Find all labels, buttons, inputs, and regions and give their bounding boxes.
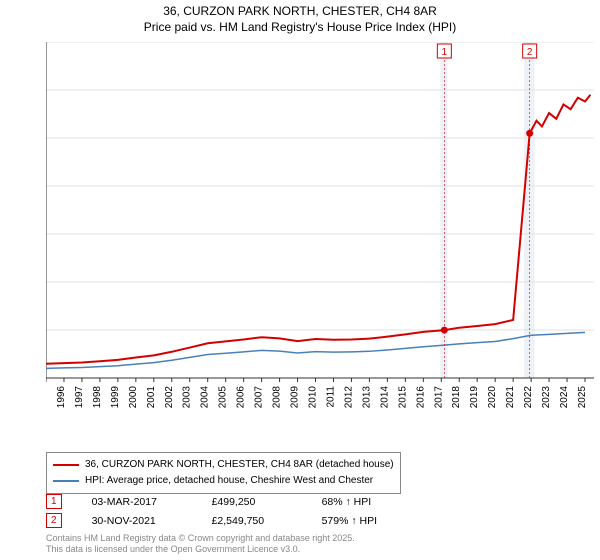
x-tick-label: 2022 [523,386,534,409]
series-price_paid [46,95,590,364]
marker-label: 2 [527,47,533,58]
sale-marker: 1 [46,494,62,509]
x-tick-label: 2017 [433,386,444,409]
chart-svg: £0£500K£1M£1.5M£2M£2.5M£3M£3.5M199519961… [46,42,594,422]
sale-row: 2 30-NOV-2021 £2,549,750 579% ↑ HPI [46,513,377,528]
x-tick-label: 2012 [343,386,354,409]
x-tick-label: 1996 [56,386,67,409]
sale-marker: 2 [46,513,62,528]
x-tick-label: 2013 [361,386,372,409]
sale-date: 03-MAR-2017 [92,496,182,508]
x-tick-label: 2008 [272,386,283,409]
x-tick-label: 1995 [46,386,49,409]
sale-hpi: 68% ↑ HPI [322,496,372,508]
title-line-2: Price paid vs. HM Land Registry's House … [0,20,600,36]
sale-price: £499,250 [212,496,292,508]
x-tick-label: 2002 [164,386,175,409]
marker-label: 1 [442,47,448,58]
x-tick-label: 2001 [146,386,157,409]
x-tick-label: 2019 [469,386,480,409]
x-tick-label: 2025 [577,386,588,409]
x-tick-label: 2009 [290,386,301,409]
sale-row: 1 03-MAR-2017 £499,250 68% ↑ HPI [46,494,377,509]
x-tick-label: 2014 [379,386,390,409]
x-tick-label: 2015 [397,386,408,409]
legend-row: HPI: Average price, detached house, Ches… [53,473,394,489]
sales-table: 1 03-MAR-2017 £499,250 68% ↑ HPI 2 30-NOV-202… [46,494,377,532]
legend-swatch [53,480,79,482]
chart-area: £0£500K£1M£1.5M£2M£2.5M£3M£3.5M199519961… [46,42,594,422]
x-tick-label: 2011 [325,386,336,408]
x-tick-label: 2000 [128,386,139,409]
x-tick-label: 2024 [559,386,570,409]
sale-price: £2,549,750 [212,515,292,527]
sale-band [524,42,535,378]
series-hpi [46,332,585,368]
x-tick-label: 2021 [505,386,516,409]
chart-title: 36, CURZON PARK NORTH, CHESTER, CH4 8AR … [0,0,600,35]
x-tick-label: 2018 [451,386,462,409]
x-tick-label: 2007 [254,386,265,409]
x-tick-label: 2005 [218,386,229,409]
legend-label: 36, CURZON PARK NORTH, CHESTER, CH4 8AR … [85,457,394,473]
x-tick-label: 1997 [74,386,85,409]
title-line-1: 36, CURZON PARK NORTH, CHESTER, CH4 8AR [0,4,600,20]
footer-attribution: Contains HM Land Registry data © Crown c… [46,533,355,556]
x-tick-label: 2020 [487,386,498,409]
x-tick-label: 2023 [541,386,552,409]
legend-swatch [53,464,79,466]
x-tick-label: 2010 [308,386,319,409]
footer-line-1: Contains HM Land Registry data © Crown c… [46,533,355,545]
legend-label: HPI: Average price, detached house, Ches… [85,473,373,489]
x-tick-label: 1999 [110,386,121,409]
sale-hpi: 579% ↑ HPI [322,515,377,527]
sale-date: 30-NOV-2021 [92,515,182,527]
x-tick-label: 2004 [200,386,211,409]
legend-box: 36, CURZON PARK NORTH, CHESTER, CH4 8AR … [46,452,401,494]
x-tick-label: 2003 [182,386,193,409]
footer-line-2: This data is licensed under the Open Gov… [46,544,355,556]
x-tick-label: 1998 [92,386,103,409]
legend-row: 36, CURZON PARK NORTH, CHESTER, CH4 8AR … [53,457,394,473]
x-tick-label: 2016 [415,386,426,409]
x-tick-label: 2006 [236,386,247,409]
